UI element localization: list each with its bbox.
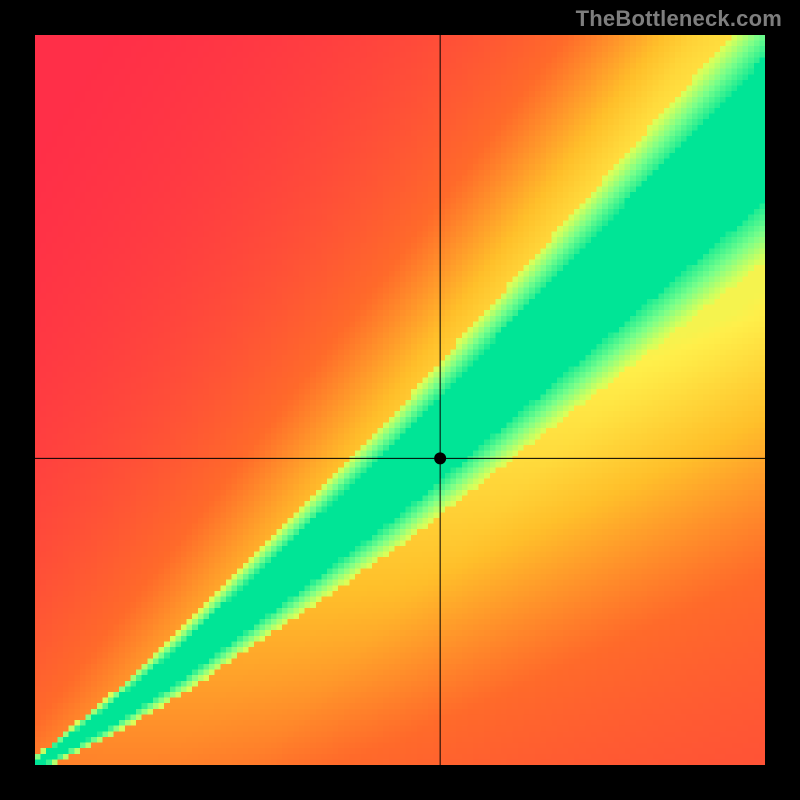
watermark-text: TheBottleneck.com: [576, 6, 782, 32]
crosshair-overlay: [35, 35, 765, 765]
crosshair-point: [434, 452, 446, 464]
heatmap-plot: [35, 35, 765, 765]
